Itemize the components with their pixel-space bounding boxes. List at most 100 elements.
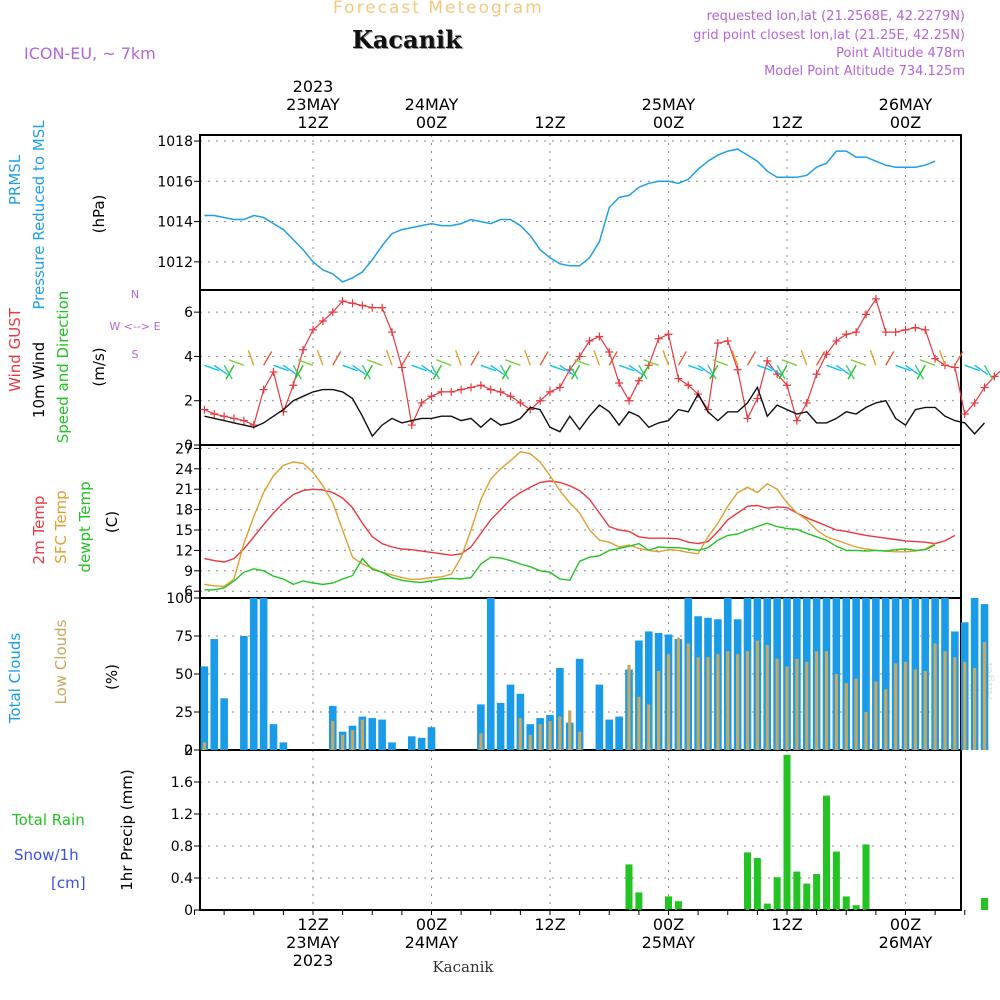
- wind-direction-arrow: [869, 350, 877, 366]
- total-cloud-bar: [615, 716, 623, 750]
- low-cloud-bar: [953, 657, 957, 750]
- wind-direction-arrow: [731, 350, 739, 366]
- low-cloud-bar: [726, 651, 730, 750]
- total-cloud-bar: [417, 737, 426, 750]
- low-cloud-bar: [963, 661, 967, 750]
- y-tick-label: 1014: [157, 215, 193, 231]
- wind-direction-arrow: [292, 364, 302, 380]
- wind-direction-arrow: [914, 364, 924, 380]
- total-cloud-bar: [635, 640, 643, 750]
- top-time-label: 24MAY: [405, 95, 459, 114]
- y-tick-label: 12: [175, 543, 193, 559]
- wind-direction-arrow: [826, 364, 842, 372]
- gust-marker: [299, 345, 308, 354]
- point-altitude: Point Altitude 478m: [836, 46, 965, 61]
- gust-marker: [674, 374, 683, 383]
- wind-direction-arrow: [593, 350, 601, 366]
- gust-marker: [546, 387, 554, 396]
- gust-marker: [200, 405, 209, 414]
- gust-marker: [753, 394, 762, 403]
- gust-marker: [230, 414, 238, 423]
- wind-direction-arrow: [470, 351, 480, 366]
- top-time-label: 12Z: [534, 113, 565, 132]
- wind-direction-arrow: [850, 359, 867, 366]
- gust-marker: [980, 383, 989, 392]
- low-cloud-bar: [755, 640, 759, 750]
- wind-direction-arrow: [294, 364, 304, 380]
- gust-marker: [378, 303, 387, 312]
- gust-marker: [911, 323, 920, 332]
- gust-marker: [783, 381, 791, 390]
- gust-marker: [437, 387, 446, 396]
- y-tick-label: 24: [175, 462, 193, 478]
- panel-frame: [199, 749, 962, 911]
- gust-marker: [802, 398, 811, 407]
- wind-direction-arrow: [401, 351, 411, 366]
- wind-direction-arrow: [574, 359, 590, 366]
- low-cloud-bar: [479, 733, 483, 750]
- y-tick-label: 2: [184, 743, 193, 759]
- y-tick-label: 75: [175, 629, 193, 645]
- total-cloud-bar: [210, 639, 219, 750]
- total-clouds-label: Total Clouds: [6, 633, 24, 725]
- wind-direction-arrow: [316, 350, 324, 366]
- total-cloud-bar: [368, 718, 377, 750]
- wind-direction-arrow: [225, 364, 235, 380]
- rain-bar: [852, 905, 860, 910]
- wind-direction-arrow: [712, 359, 728, 366]
- total-cloud-bar: [496, 702, 505, 750]
- gust-marker: [457, 385, 466, 394]
- wind-direction-arrow: [781, 359, 798, 366]
- gust-marker: [417, 398, 426, 407]
- bottom-time-label: 2023: [293, 951, 334, 970]
- y-tick-label: 1012: [157, 255, 193, 271]
- wind-direction-arrow: [757, 364, 773, 372]
- bottom-time-label: 24MAY: [405, 933, 459, 952]
- top-time-label: 26MAY: [879, 95, 933, 114]
- rain-bar: [842, 896, 850, 910]
- y-tick-label: 0: [184, 903, 193, 919]
- low-cloud-bar: [548, 721, 552, 750]
- gust-marker: [358, 301, 367, 310]
- y-tick-label: 0: [184, 743, 193, 759]
- low-cloud-bar: [518, 718, 522, 750]
- rain-bar: [625, 864, 633, 910]
- model-altitude: Model Point Altitude 734.125m: [764, 64, 965, 79]
- gust-marker: [536, 396, 545, 405]
- total-cloud-bar: [872, 598, 880, 750]
- gust-marker: [615, 379, 624, 387]
- wind-direction-arrow: [361, 364, 371, 380]
- bottom-time-label: 00Z: [890, 915, 921, 934]
- temp-unit: (C): [103, 511, 121, 533]
- gust-marker: [496, 387, 505, 396]
- wind-direction-arrow: [845, 364, 855, 380]
- wind-direction-arrow: [628, 364, 643, 376]
- y-tick-label: 1.2: [171, 807, 193, 823]
- top-time-label: 00Z: [416, 113, 447, 132]
- low-cloud-bar: [716, 654, 720, 750]
- low-cloud-bar: [884, 689, 888, 750]
- y-tick-label: 2: [184, 394, 193, 410]
- total-cloud-bar: [200, 666, 209, 750]
- low-cloud-bar: [775, 658, 779, 750]
- wind-direction-arrow: [342, 364, 358, 372]
- low-cloud-bar: [785, 666, 789, 750]
- bottom-time-label: 00Z: [653, 915, 684, 934]
- low-cloud-bar: [647, 704, 651, 750]
- wind-direction-arrow: [549, 364, 566, 372]
- wind-direction-arrow: [366, 359, 383, 366]
- total-cloud-bar: [605, 719, 614, 750]
- low-cloud-bar: [864, 712, 868, 750]
- rain-bar: [803, 883, 811, 910]
- wind-direction-arrow: [213, 364, 228, 376]
- snow-unit-label: [cm]: [51, 874, 86, 892]
- low-cloud-bar: [637, 696, 641, 750]
- wind-direction-arrow: [816, 351, 826, 366]
- wind-direction-arrow: [273, 364, 289, 372]
- gust-marker: [368, 303, 377, 312]
- low-cloud-bar: [568, 710, 572, 750]
- wind-direction-arrow: [766, 364, 781, 376]
- wind-direction-arrow: [778, 364, 788, 380]
- gust-marker: [881, 328, 890, 337]
